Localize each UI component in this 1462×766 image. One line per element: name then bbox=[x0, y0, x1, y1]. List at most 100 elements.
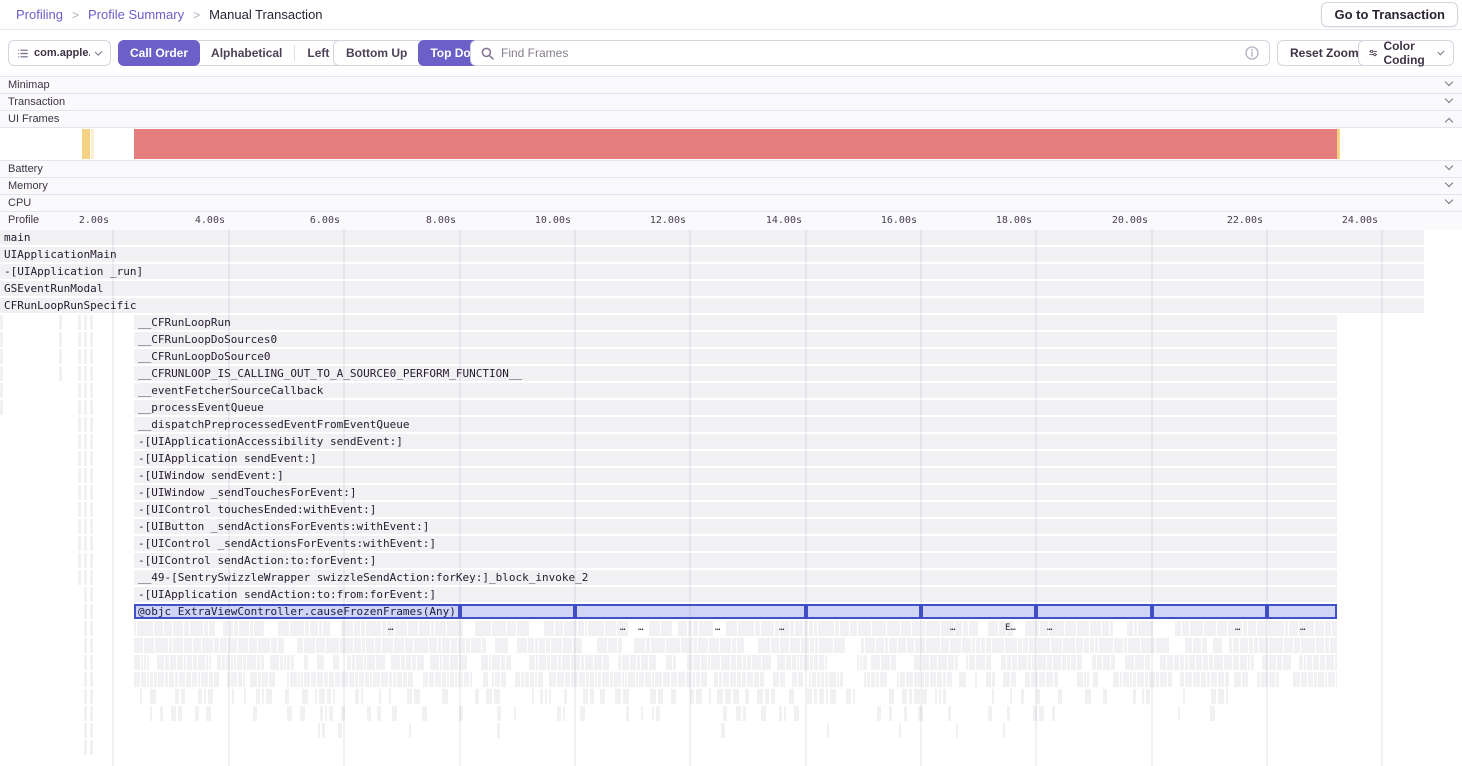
flame-frame-small[interactable] bbox=[775, 621, 779, 636]
flame-frame-small[interactable] bbox=[458, 638, 465, 653]
flame-frame-small[interactable] bbox=[771, 638, 779, 653]
flame-frame-small[interactable] bbox=[1201, 672, 1206, 687]
flame-frame-small[interactable] bbox=[226, 655, 230, 670]
flame-frame-small[interactable] bbox=[387, 621, 394, 636]
flame-frame-small[interactable] bbox=[141, 655, 143, 670]
flame-frame-small[interactable] bbox=[969, 621, 978, 636]
flame-frame-small[interactable] bbox=[155, 638, 168, 653]
flame-frame-small[interactable] bbox=[1233, 655, 1239, 670]
flame-frame-small[interactable] bbox=[1028, 655, 1031, 670]
flame-frame-small[interactable] bbox=[887, 621, 900, 636]
flame-frame-small[interactable] bbox=[1202, 638, 1207, 653]
flame-frame-small[interactable] bbox=[1077, 621, 1089, 636]
flame-frame-small[interactable] bbox=[178, 706, 182, 721]
flame-frame-small[interactable] bbox=[370, 672, 372, 687]
flame-frame-small[interactable] bbox=[1093, 672, 1098, 687]
flame-frame-small[interactable] bbox=[1225, 672, 1229, 687]
flame-frame-sliver[interactable] bbox=[84, 332, 87, 347]
flame-frame-sliver[interactable] bbox=[78, 536, 81, 551]
flame-frame-small[interactable] bbox=[1325, 672, 1327, 687]
flame-frame-sliver[interactable] bbox=[78, 400, 81, 415]
flame-frame-small[interactable] bbox=[972, 638, 975, 653]
flame-frame-small[interactable] bbox=[618, 638, 622, 653]
flame-frame-small[interactable] bbox=[600, 689, 605, 704]
flame-frame-small[interactable] bbox=[237, 655, 242, 670]
flame-frame-small[interactable] bbox=[1012, 655, 1017, 670]
flame-frame-small[interactable] bbox=[160, 706, 163, 721]
flame-frame-small[interactable] bbox=[1330, 638, 1337, 653]
flame-frame-small[interactable] bbox=[926, 621, 940, 636]
flame-frame-small[interactable] bbox=[639, 672, 644, 687]
flame-frame-small[interactable] bbox=[403, 672, 407, 687]
flame-frame-small[interactable] bbox=[826, 689, 828, 704]
flame-frame-small[interactable] bbox=[414, 689, 420, 704]
flame-frame-small[interactable] bbox=[298, 672, 300, 687]
flame-frame-small[interactable] bbox=[333, 689, 335, 704]
flame-frame-small[interactable] bbox=[150, 672, 153, 687]
flame-frame-small[interactable] bbox=[830, 689, 836, 704]
flame-frame-small[interactable] bbox=[262, 672, 268, 687]
flame-frame-small[interactable] bbox=[549, 672, 556, 687]
flame-frame-small[interactable] bbox=[539, 638, 545, 653]
flame-frame-small[interactable] bbox=[867, 672, 870, 687]
flame-frame-small[interactable] bbox=[941, 638, 949, 653]
flame-frame-small[interactable] bbox=[921, 672, 924, 687]
flame-frame-small[interactable] bbox=[598, 672, 601, 687]
flame-frame-small[interactable] bbox=[521, 672, 524, 687]
flame-frame-small[interactable] bbox=[641, 706, 643, 721]
flame-frame-small[interactable] bbox=[450, 655, 458, 670]
flame-frame-sliver[interactable] bbox=[84, 434, 87, 449]
flame-frame-small[interactable] bbox=[134, 672, 140, 687]
flame-frame[interactable]: -[UIButton _sendActionsForEvents:withEve… bbox=[134, 519, 1337, 534]
flame-frame-small[interactable] bbox=[326, 638, 339, 653]
flame-frame-small[interactable] bbox=[1175, 621, 1181, 636]
flame-frame-small[interactable] bbox=[661, 621, 672, 636]
flame-frame-small[interactable] bbox=[666, 638, 680, 653]
flame-frame-small[interactable] bbox=[914, 672, 920, 687]
flame-frame-small[interactable] bbox=[969, 655, 975, 670]
flame-frame-small[interactable] bbox=[834, 638, 845, 653]
flame-frame-sliver[interactable] bbox=[84, 451, 87, 466]
flame-frame-small[interactable] bbox=[423, 672, 428, 687]
flame-frame-small[interactable] bbox=[1209, 655, 1213, 670]
selected-flame-frame[interactable] bbox=[1152, 604, 1267, 619]
flame-frame-small[interactable] bbox=[981, 638, 985, 653]
flame-frame-small[interactable] bbox=[962, 638, 971, 653]
flame-frame-small[interactable] bbox=[626, 706, 629, 721]
flame-frame-small[interactable] bbox=[280, 655, 283, 670]
flame-frame-small[interactable] bbox=[1065, 621, 1076, 636]
flame-frame-small[interactable] bbox=[158, 672, 164, 687]
flame-frame-small[interactable] bbox=[1077, 672, 1083, 687]
flame-frame-small[interactable] bbox=[889, 638, 897, 653]
flame-frame-small[interactable] bbox=[1010, 689, 1012, 704]
flame-frame-small[interactable] bbox=[737, 672, 741, 687]
flame-frame-sliver[interactable] bbox=[59, 315, 62, 330]
flame-frame-small[interactable] bbox=[187, 655, 192, 670]
flame-frame-sliver[interactable] bbox=[84, 689, 87, 704]
flame-frame-small[interactable] bbox=[253, 706, 257, 721]
flamegraph-canvas[interactable]: main UIApplicationMain -[UIApplication _ru… bbox=[0, 230, 1462, 766]
flame-frame-small[interactable] bbox=[986, 655, 991, 670]
flame-frame-small[interactable] bbox=[373, 672, 380, 687]
flame-frame-small[interactable] bbox=[737, 655, 742, 670]
flame-frame-small[interactable] bbox=[546, 638, 550, 653]
flame-frame-small[interactable] bbox=[1021, 689, 1024, 704]
flame-frame-small[interactable] bbox=[742, 672, 746, 687]
flame-frame-sliver[interactable] bbox=[78, 332, 81, 347]
flame-frame-small[interactable] bbox=[721, 723, 725, 738]
flame-frame-small[interactable] bbox=[231, 655, 233, 670]
find-frames-search-input[interactable]: Find Frames bbox=[470, 40, 1270, 66]
flame-frame-small[interactable] bbox=[195, 706, 199, 721]
sort-option-call-order[interactable]: Call Order bbox=[118, 40, 201, 66]
flame-frame-small[interactable] bbox=[721, 655, 730, 670]
flame-frame-small[interactable] bbox=[1090, 638, 1094, 653]
flame-frame-small[interactable] bbox=[1308, 672, 1313, 687]
flame-frame-small[interactable] bbox=[663, 672, 670, 687]
flame-frame-small[interactable] bbox=[861, 638, 864, 653]
flame-frame-small[interactable] bbox=[605, 621, 616, 636]
flame-frame-small[interactable] bbox=[1039, 706, 1044, 721]
flame-frame-small[interactable] bbox=[324, 672, 328, 687]
flame-frame-small[interactable] bbox=[497, 706, 501, 721]
flame-frame-small[interactable] bbox=[737, 638, 744, 653]
flame-frame-small[interactable] bbox=[250, 672, 257, 687]
